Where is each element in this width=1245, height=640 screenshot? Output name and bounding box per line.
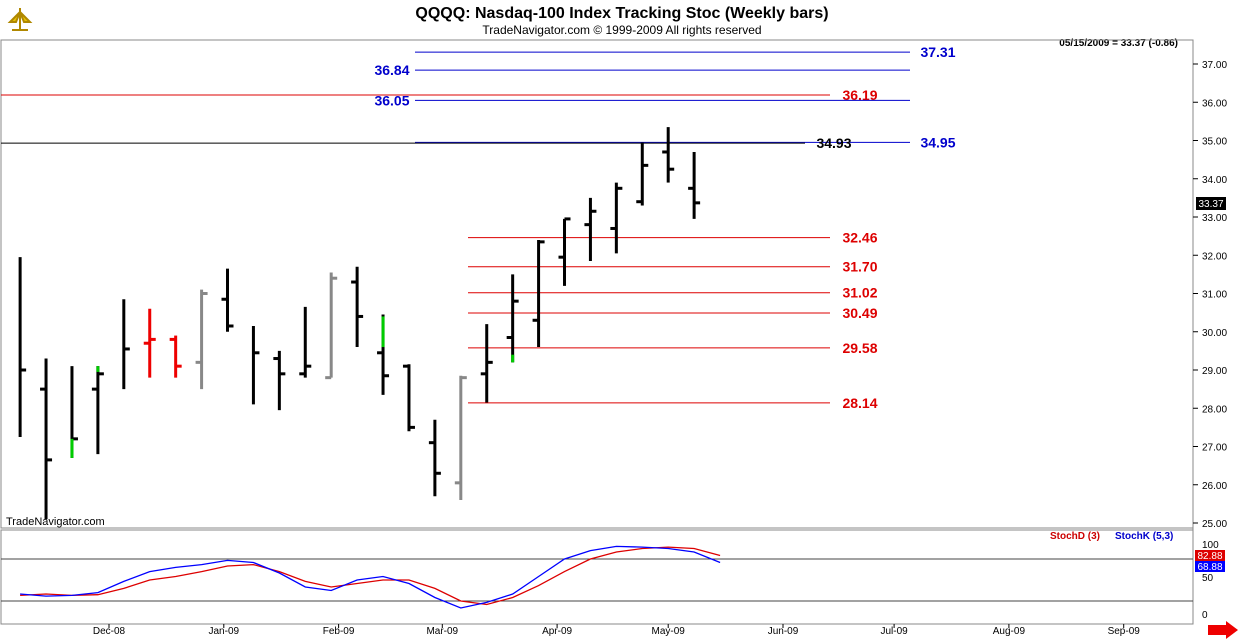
ohlc-bar [91,366,104,455]
ohlc-bar [480,324,493,403]
level-label-32.46: 32.46 [842,230,877,246]
watermark: TradeNavigator.com [6,516,105,528]
price-axis-label: 26.00 [1202,481,1227,492]
ohlc-bar [662,127,675,183]
stoch-k-legend: StochK (5,3) [1115,531,1173,542]
level-label-29.58: 29.58 [842,340,877,356]
level-label-31.70: 31.70 [842,259,877,275]
level-label-36.19: 36.19 [842,87,877,103]
ohlc-bar [251,326,260,405]
price-axis-label: 27.00 [1202,443,1227,454]
ohlc-bar [143,308,156,378]
stoch-axis-50: 50 [1202,573,1214,584]
level-label-34.93: 34.93 [816,135,851,151]
chart-subtitle: TradeNavigator.com © 1999-2009 All right… [482,23,761,37]
quote-readout: 05/15/2009 = 33.37 (-0.86) [1059,38,1178,49]
price-axis-label: 25.00 [1202,519,1227,530]
ohlc-bar [636,142,649,206]
ohlc-bar [688,151,701,219]
price-axis-label: 35.00 [1202,137,1227,148]
ohlc-bar [558,217,571,286]
ohlc-bar [195,289,208,390]
price-axis-label: 34.00 [1202,175,1227,186]
price-axis-label: 37.00 [1202,60,1227,71]
date-axis-label: Feb-09 [323,626,355,637]
date-axis-label: Sep-09 [1108,626,1141,637]
price-axis: 25.00 26.00 27.00 28.00 29.00 30.00 31.00 32.00… [1193,60,1227,530]
stoch-d-legend: StochD (3) [1050,531,1100,542]
lower-plot-frame [0,529,1194,625]
main-plot-frame [0,39,1194,529]
level-label-36.05: 36.05 [374,92,409,108]
price-axis-label: 36.00 [1202,98,1227,109]
date-axis-label: Aug-09 [993,626,1026,637]
price-axis-label: 31.00 [1202,290,1227,301]
last-price-tag-box [1196,197,1226,210]
ohlc-bar [506,274,519,363]
price-axis-label: 30.00 [1202,328,1227,339]
date-axis-label: Jun-09 [768,626,799,637]
level-label-31.02: 31.02 [842,285,877,301]
ohlc-bar [169,335,182,378]
stoch-d-value-box [1195,550,1225,561]
level-label-30.49: 30.49 [842,305,877,321]
date-axis-label: Jul-09 [880,626,908,637]
ohlc-bar [610,182,623,254]
stoch-axis-100: 100 [1202,540,1219,551]
stochastic-panel [1,545,1193,609]
level-label-36.84: 36.84 [374,62,409,78]
chart-title: QQQQ: Nasdaq-100 Index Tracking Stoc (We… [415,5,828,22]
level-label-34.95: 34.95 [920,134,955,150]
price-axis-label: 32.00 [1202,251,1227,262]
stoch-d-line [20,546,721,606]
date-axis-label: Apr-09 [542,626,572,637]
date-axis-label: Mar-09 [426,626,458,637]
levels-layer: 37.31 36.84 36.19 36.05 34.95 34.93 32.46 31.70… [1,44,956,411]
ohlc-bar [18,257,27,437]
last-price-tag: 33.37 [1198,199,1223,210]
ohlc-bar [40,358,53,520]
ohlc-bar [454,375,467,501]
scroll-right-arrow-icon[interactable] [1208,621,1238,639]
stoch-axis-0: 0 [1202,610,1208,621]
ohlc-bar [584,197,597,261]
ohlc-bar [532,239,545,348]
date-axis-label: Dec-08 [93,626,126,637]
ohlc-bar [402,364,415,432]
date-axis-label: May-09 [652,626,686,637]
price-axis-label: 33.00 [1202,213,1227,224]
price-axis-label: 29.00 [1202,366,1227,377]
date-axis: Dec-08 Jan-09 Feb-09 Mar-09 Apr-09 May-09 Jun-… [93,624,1140,637]
stoch-k-value: 68.88 [1197,562,1222,573]
level-label-37.31: 37.31 [920,44,955,60]
level-label-28.14: 28.14 [842,395,877,411]
stoch-d-value: 82.88 [1197,551,1222,562]
date-axis-label: Jan-09 [209,626,240,637]
ohlc-bar [221,268,234,332]
stoch-k-line [20,545,721,609]
ohlc-bar [325,272,338,380]
ohlc-bar [299,306,312,378]
ohlc-bar [273,350,286,411]
ohlc-bar [428,419,441,497]
trade-navigator-logo-icon [4,4,36,34]
price-bars [18,127,701,520]
price-axis-label: 28.00 [1202,404,1227,415]
ohlc-bar [122,299,130,390]
ohlc-bar [351,266,364,348]
stoch-k-value-box [1195,561,1225,572]
